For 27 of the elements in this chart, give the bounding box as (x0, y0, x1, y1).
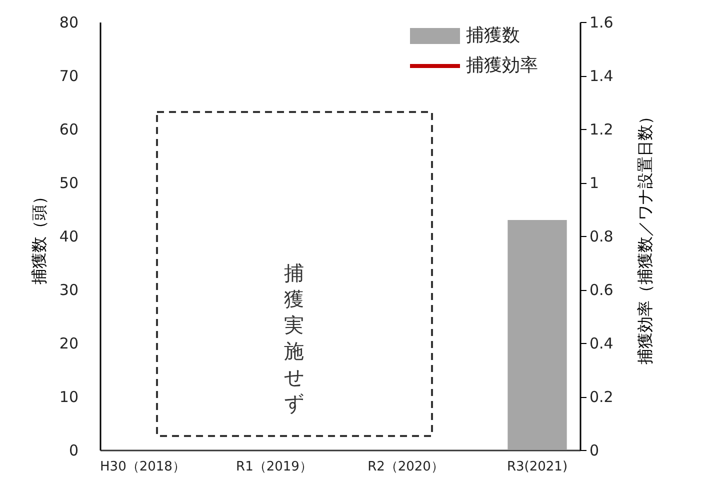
y-tick-label: 40 (59, 228, 78, 246)
y-tick-label: 20 (59, 334, 78, 352)
y2-tick-label: 1.6 (590, 14, 614, 32)
y-tick-label: 70 (59, 67, 78, 85)
y-tick-label: 60 (59, 120, 78, 138)
y-tick-label: 10 (59, 388, 78, 406)
legend-label: 捕獲数 (466, 25, 520, 46)
y2-tick-label: 0.6 (590, 281, 614, 299)
x-tick-label: R2（2020） (368, 460, 444, 474)
y2-tick-label: 1 (590, 174, 600, 192)
y-axis-title: 捕獲数（頭） (29, 188, 48, 284)
x-tick-label: R1（2019） (236, 460, 312, 474)
x-tick-label: R3(2021) (506, 460, 568, 474)
legend-label: 捕獲効率 (466, 55, 538, 76)
y-tick-label: 50 (59, 174, 78, 192)
y-tick-label: 80 (59, 14, 78, 32)
y2-tick-label: 0.2 (590, 388, 614, 406)
annotation: 捕獲実施せず (284, 261, 304, 415)
y-tick-label: 30 (59, 281, 78, 299)
y2-tick-label: 0.8 (590, 228, 614, 246)
y2-tick-label: 0.4 (590, 334, 614, 352)
y2-tick-label: 0 (590, 442, 600, 460)
y2-tick-label: 1.4 (590, 67, 614, 85)
y-tick-label: 0 (68, 442, 78, 460)
x-tick-label: H30（2018） (100, 460, 186, 474)
y2-axis-title: 捕獲効率（捕獲数／ワナ設置日数） (635, 108, 654, 364)
y2-tick-label: 1.2 (590, 120, 614, 138)
